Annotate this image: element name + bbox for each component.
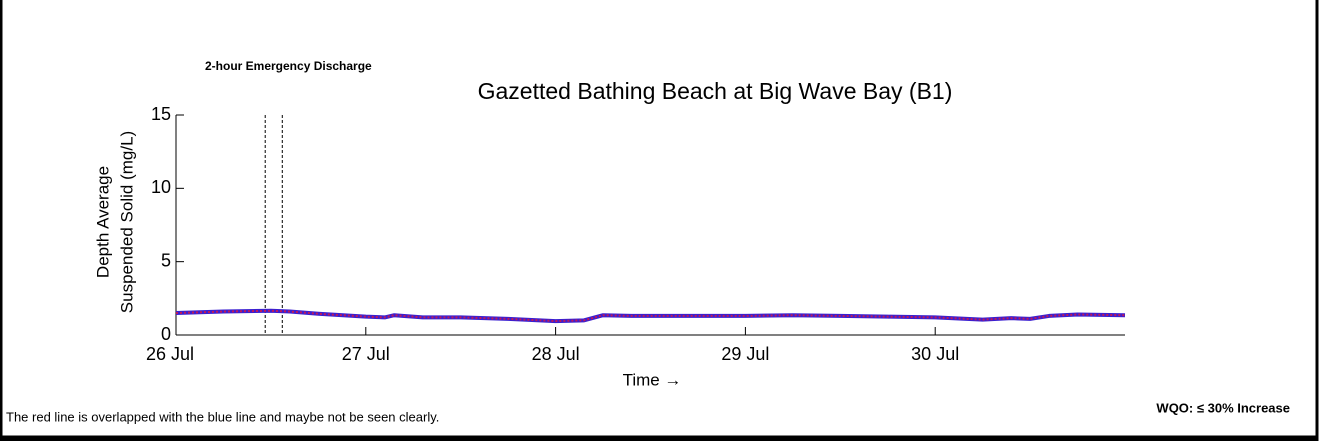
- chart-title: Gazetted Bathing Beach at Big Wave Bay (…: [478, 78, 953, 104]
- x-tick-label: 26 Jul: [146, 344, 194, 364]
- y-tick-label: 15: [151, 104, 171, 124]
- series-line: [175, 309, 1126, 323]
- y-axis-label: Suspended Solid (mg/L): [117, 131, 136, 313]
- x-tick-label: 30 Jul: [911, 344, 959, 364]
- x-tick-label: 29 Jul: [721, 344, 769, 364]
- y-axis-label: Depth Average: [93, 166, 112, 278]
- note: The red line is overlapped with the blue…: [6, 409, 439, 424]
- x-tick-label: 28 Jul: [532, 344, 580, 364]
- x-axis-label: Time →: [623, 370, 682, 389]
- y-tick-label: 0: [161, 324, 171, 344]
- annotation: 2-hour Emergency Discharge: [205, 59, 372, 73]
- y-tick-label: 10: [151, 177, 171, 197]
- y-tick-label: 5: [161, 250, 171, 270]
- wqo: WQO: ≤ 30% Increase: [1156, 400, 1290, 415]
- x-tick-label: 27 Jul: [342, 344, 390, 364]
